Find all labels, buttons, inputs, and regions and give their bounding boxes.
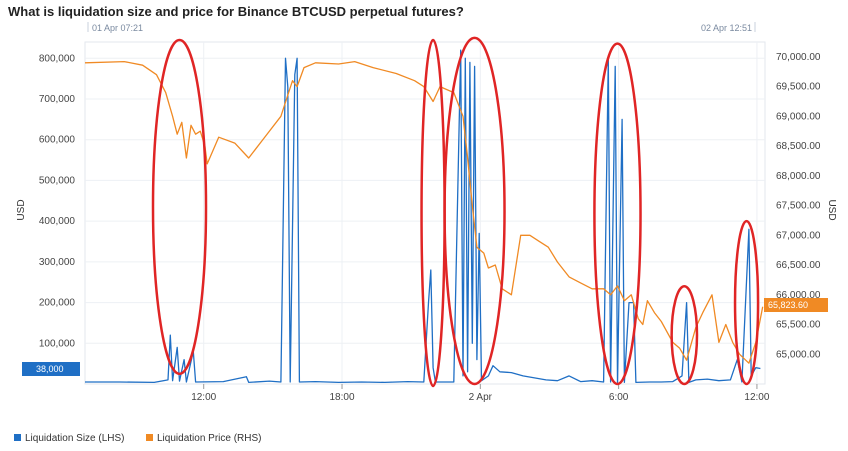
legend-label-size: Liquidation Size (LHS)	[25, 433, 125, 444]
y-right-tick-label-2: 66,000.00	[776, 290, 821, 301]
left-value-badge: 38,000	[22, 362, 80, 376]
y-right-tick-label-3: 66,500.00	[776, 260, 821, 271]
y-right-axis: 65,000.00 65,500.00 66,000.00 66,500.00 67,0…	[776, 52, 821, 360]
y-right-tick-label-8: 69,000.00	[776, 111, 821, 122]
y-right-tick-label-1: 65,500.00	[776, 320, 821, 331]
chart-title: What is liquidation size and price for B…	[8, 4, 464, 19]
y-right-tick-label-9: 69,500.00	[776, 82, 821, 93]
x-tick-label-2: 2 Apr	[469, 392, 493, 403]
y-left-tick-label-4: 500,000	[39, 175, 76, 186]
range-start-label: 01 Apr 07:21	[92, 23, 143, 33]
legend: Liquidation Size (LHS) Liquidation Price…	[14, 433, 262, 444]
highlight-ellipse-3	[593, 42, 642, 386]
y-left-tick-label-6: 700,000	[39, 94, 76, 105]
right-value-badge-text: 65,823.60	[768, 300, 808, 310]
y-left-axis-title: USD	[16, 199, 27, 220]
y-right-tick-label-6: 68,000.00	[776, 171, 821, 182]
y-right-axis-title: USD	[826, 199, 837, 220]
x-axis: 12:00 18:00 2 Apr 6:00 12:00	[191, 384, 770, 403]
y-left-axis: 100,000 200,000 300,000 400,000 500,000 600,0…	[39, 53, 76, 349]
highlight-ellipse-5	[733, 219, 760, 386]
legend-label-price: Liquidation Price (RHS)	[157, 433, 262, 444]
x-tick-label-4: 12:00	[744, 392, 769, 403]
x-tick-label-3: 6:00	[609, 392, 629, 403]
y-right-tick-label-10: 70,000.00	[776, 52, 821, 63]
y-left-tick-label-0: 100,000	[39, 338, 76, 349]
left-value-badge-text: 38,000	[36, 364, 64, 374]
y-right-tick-label-0: 65,000.00	[776, 349, 821, 360]
right-value-badge: 65,823.60	[764, 298, 828, 312]
highlight-ellipse-1	[420, 38, 446, 388]
y-right-tick-label-5: 67,500.00	[776, 201, 821, 212]
x-tick-label-0: 12:00	[191, 392, 216, 403]
legend-swatch-price	[146, 434, 153, 441]
y-right-tick-label-7: 68,500.00	[776, 141, 821, 152]
legend-swatch-size	[14, 434, 21, 441]
highlight-ellipse-0	[151, 38, 208, 376]
x-tick-label-1: 18:00	[330, 392, 355, 403]
series-line-liquidation-size	[85, 49, 761, 384]
y-right-tick-label-4: 67,000.00	[776, 230, 821, 241]
range-end-label: 02 Apr 12:51	[701, 23, 752, 33]
highlight-layer	[151, 36, 760, 388]
y-left-tick-label-7: 800,000	[39, 53, 76, 64]
y-left-tick-label-5: 600,000	[39, 135, 76, 146]
highlight-ellipse-2	[443, 36, 506, 386]
y-left-tick-label-2: 300,000	[39, 257, 76, 268]
y-left-tick-label-3: 400,000	[39, 216, 76, 227]
plot-frame	[84, 41, 766, 385]
highlight-ellipse-4	[670, 285, 699, 386]
y-left-tick-label-1: 200,000	[39, 298, 76, 309]
